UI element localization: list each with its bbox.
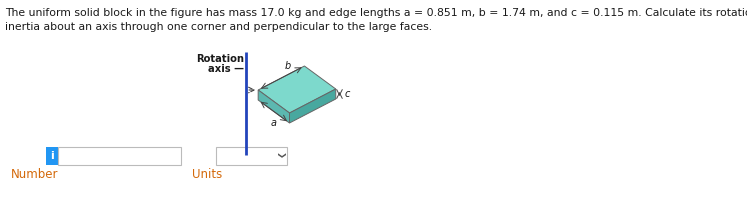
Polygon shape bbox=[290, 89, 335, 123]
Text: inertia about an axis through one corner and perpendicular to the large faces.: inertia about an axis through one corner… bbox=[5, 22, 433, 32]
FancyBboxPatch shape bbox=[46, 147, 58, 165]
Text: ❯: ❯ bbox=[276, 152, 285, 159]
Text: Number: Number bbox=[10, 167, 58, 180]
FancyBboxPatch shape bbox=[217, 147, 288, 165]
Text: The uniform solid block in the figure has mass 17.0 kg and edge lengths a = 0.85: The uniform solid block in the figure ha… bbox=[5, 8, 747, 18]
FancyBboxPatch shape bbox=[58, 147, 182, 165]
Text: Units: Units bbox=[192, 167, 222, 180]
Text: a: a bbox=[271, 117, 277, 128]
Text: axis —: axis — bbox=[208, 64, 244, 74]
Text: Rotation: Rotation bbox=[196, 54, 244, 64]
Text: b: b bbox=[285, 61, 291, 71]
Polygon shape bbox=[258, 90, 290, 123]
Text: i: i bbox=[50, 151, 54, 161]
Text: c: c bbox=[344, 89, 350, 99]
Polygon shape bbox=[258, 66, 335, 113]
